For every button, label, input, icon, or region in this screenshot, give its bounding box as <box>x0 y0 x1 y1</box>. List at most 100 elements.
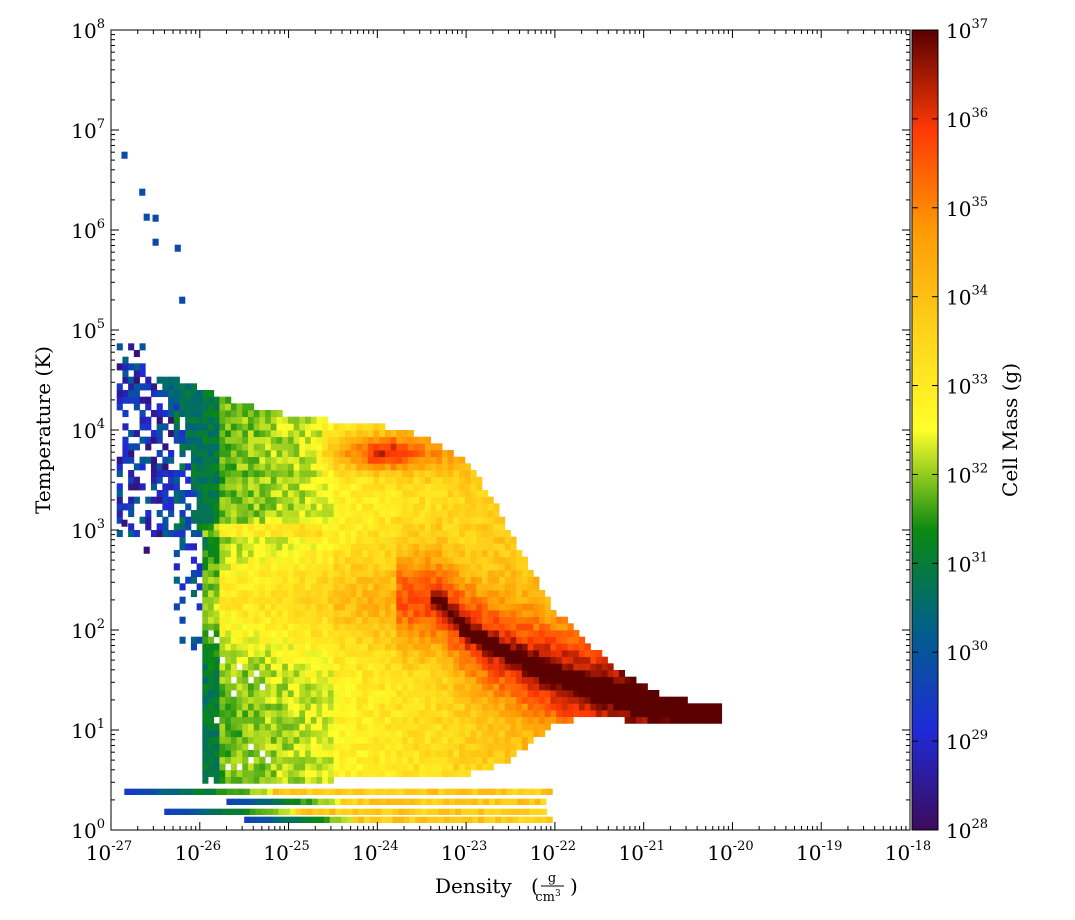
heatmap-cell <box>459 656 466 664</box>
heatmap-cell <box>573 630 580 638</box>
heatmap-cell <box>413 490 420 498</box>
heatmap-cell <box>242 530 249 538</box>
heatmap-cell <box>386 788 393 795</box>
heatmap-cell <box>516 616 523 624</box>
heatmap-cell <box>259 590 266 598</box>
heatmap-cell <box>379 623 386 631</box>
heatmap-cell <box>322 636 329 644</box>
heatmap-cell <box>213 516 220 524</box>
heatmap-cell <box>499 656 506 664</box>
heatmap-cell <box>333 543 340 551</box>
heatmap-cell <box>143 213 150 221</box>
heatmap-cell <box>367 476 374 484</box>
heatmap-cell <box>327 543 334 551</box>
heatmap-cell <box>453 683 460 691</box>
heatmap-cell <box>413 463 420 471</box>
heatmap-cell <box>390 450 397 458</box>
x-unit-denominator: cm3 <box>535 889 561 905</box>
heatmap-cell <box>327 476 334 484</box>
heatmap-cell <box>436 476 443 484</box>
heatmap-cell <box>293 716 300 724</box>
heatmap-cell <box>362 756 369 764</box>
heatmap-cell <box>265 563 272 571</box>
heatmap-cell <box>259 703 266 711</box>
heatmap-cell <box>373 536 380 544</box>
heatmap-cell <box>464 703 471 711</box>
heatmap-cell <box>539 596 546 604</box>
heatmap-cell <box>270 670 277 678</box>
heatmap-cell <box>350 570 357 578</box>
heatmap-cell <box>464 523 471 531</box>
heatmap-cell <box>287 536 295 544</box>
heatmap-cell <box>424 710 431 718</box>
heatmap-cell <box>539 670 546 678</box>
heatmap-cell <box>247 710 255 718</box>
heatmap-cell <box>470 676 477 684</box>
heatmap-cell <box>539 730 546 738</box>
heatmap-cell <box>270 530 277 538</box>
heatmap-cell <box>442 503 449 511</box>
heatmap-cell <box>350 656 357 664</box>
heatmap-cell <box>209 808 217 815</box>
heatmap-cell <box>396 650 403 658</box>
heatmap-cell <box>133 443 140 451</box>
heatmap-cell <box>322 710 329 718</box>
heatmap-cell <box>504 636 511 644</box>
heatmap-cell <box>287 563 295 571</box>
heatmap-cell <box>305 616 312 624</box>
heatmap-cell <box>289 808 296 815</box>
heatmap-cell <box>481 616 489 624</box>
heatmap-cell <box>322 530 329 538</box>
heatmap-cell <box>459 743 466 751</box>
heatmap-cell <box>390 643 397 651</box>
heatmap-cell <box>470 556 477 564</box>
heatmap-cell <box>390 430 397 438</box>
heatmap-cell <box>481 743 489 751</box>
heatmap-cell <box>584 696 591 704</box>
heatmap-cell <box>202 510 209 518</box>
heatmap-cell <box>333 610 340 618</box>
heatmap-cell <box>402 596 409 604</box>
heatmap-cell <box>561 670 568 678</box>
heatmap-cell <box>208 676 215 684</box>
heatmap-cell <box>499 610 506 618</box>
heatmap-cell <box>305 456 312 464</box>
heatmap-cell <box>316 576 323 584</box>
heatmap-cell <box>259 763 266 771</box>
heatmap-cell <box>379 576 386 584</box>
heatmap-cell <box>333 743 340 751</box>
heatmap-cell <box>379 696 386 704</box>
heatmap-cell <box>356 443 363 451</box>
heatmap-cell <box>350 503 357 511</box>
heatmap-cell <box>350 490 357 498</box>
heatmap-cell <box>299 550 306 558</box>
heatmap-cell <box>379 496 386 504</box>
heatmap-cell <box>590 676 597 684</box>
heatmap-cell <box>276 730 283 738</box>
heatmap-cell <box>208 490 215 498</box>
heatmap-cell <box>236 470 243 478</box>
heatmap-cell <box>419 476 426 484</box>
heatmap-cell <box>150 530 158 538</box>
heatmap-cell <box>504 663 511 671</box>
heatmap-cell <box>339 670 346 678</box>
heatmap-cell <box>259 543 266 551</box>
heatmap-cell <box>407 443 414 451</box>
heatmap-cell <box>379 630 386 638</box>
heatmap-cell <box>481 490 489 498</box>
heatmap-cell <box>236 610 243 618</box>
heatmap-cell <box>293 450 300 458</box>
heatmap-cell <box>413 570 420 578</box>
heatmap-cell <box>227 788 234 795</box>
heatmap-cell <box>407 650 414 658</box>
heatmap-cells <box>116 151 723 823</box>
heatmap-cell <box>293 436 300 444</box>
heatmap-cell <box>156 436 163 444</box>
heatmap-cell <box>350 676 357 684</box>
heatmap-cell <box>344 643 352 651</box>
heatmap-cell <box>236 476 243 484</box>
heatmap-cell <box>453 650 460 658</box>
heatmap-cell <box>213 610 220 618</box>
heatmap-cell <box>373 443 380 451</box>
heatmap-cell <box>362 596 369 604</box>
